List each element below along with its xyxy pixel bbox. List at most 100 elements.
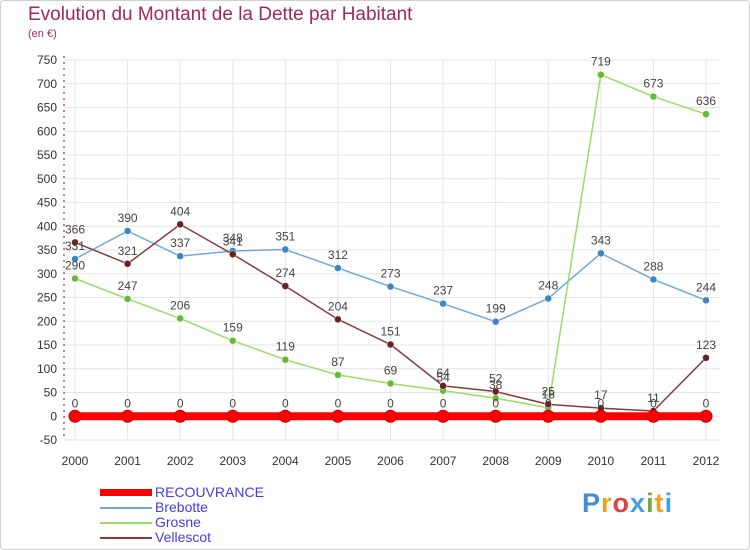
chart-grid [64, 59, 720, 441]
data-label: 337 [170, 236, 190, 250]
data-point [541, 409, 555, 423]
data-point [331, 409, 345, 423]
data-point [544, 400, 552, 409]
data-label: 348 [223, 231, 243, 245]
data-point [121, 409, 135, 423]
data-point [386, 379, 395, 388]
data-label: 54 [436, 371, 450, 385]
chart-subtitle: (en €) [28, 28, 57, 40]
x-tick-label: 2005 [325, 454, 352, 468]
y-tick-label: 550 [37, 148, 57, 162]
chart-series [68, 70, 713, 423]
data-point [176, 220, 184, 229]
chart-data-labels: 0 0 0 0 0 0 0 0 0 0 0 0 0 331 390 337 348 351 312 273 237 199… [65, 55, 716, 411]
data-label: 206 [170, 298, 190, 312]
legend-label: RECOUVRANCE [155, 484, 264, 500]
data-label: 321 [118, 244, 138, 258]
x-tick-label: 2009 [535, 454, 562, 468]
x-tick-label: 2004 [272, 454, 299, 468]
logo-letter: x [630, 488, 647, 518]
data-point [229, 336, 237, 345]
logo-letter: i [664, 488, 674, 518]
data-point [334, 371, 342, 379]
data-point [68, 409, 82, 423]
y-tick-label: 150 [37, 338, 57, 352]
x-tick-label: 2012 [693, 454, 720, 468]
data-point [123, 260, 132, 268]
data-label: 0 [650, 396, 657, 410]
legend-label: Vellescot [155, 529, 212, 545]
data-label: 719 [591, 55, 611, 69]
x-tick-label: 2010 [587, 454, 614, 468]
data-label: 123 [696, 338, 716, 352]
data-point [436, 409, 450, 423]
data-point [439, 299, 447, 308]
data-point [702, 296, 710, 305]
data-point [334, 264, 342, 272]
y-tick-label: -50 [40, 433, 58, 447]
data-label: 673 [643, 77, 663, 91]
data-point [71, 255, 79, 263]
y-tick-label: 450 [37, 196, 57, 210]
data-label: 64 [436, 366, 450, 380]
y-tick-label: 500 [37, 172, 57, 186]
legend-swatch [100, 507, 152, 509]
y-tick-label: 300 [37, 267, 57, 281]
data-point [176, 252, 184, 260]
x-tick-label: 2008 [482, 454, 509, 468]
y-tick-label: 350 [37, 243, 57, 257]
y-tick-label: 0 [50, 409, 57, 423]
y-tick-label: 400 [37, 219, 57, 233]
data-point [173, 409, 187, 423]
data-label: 69 [384, 363, 398, 377]
data-label: 204 [328, 299, 348, 313]
data-point [229, 250, 237, 259]
data-point [544, 294, 552, 303]
data-label: 331 [65, 239, 85, 253]
logo-letter: t [654, 488, 665, 518]
data-point [491, 317, 500, 326]
data-label: 0 [597, 396, 604, 410]
data-label: 0 [492, 396, 499, 410]
data-label: 366 [65, 222, 85, 236]
logo-letter: o [612, 488, 631, 518]
data-label: 18 [542, 388, 556, 402]
data-point [491, 387, 500, 396]
data-point [71, 274, 79, 283]
data-point [597, 249, 605, 258]
data-label: 38 [489, 378, 503, 392]
data-point [649, 275, 658, 284]
x-tick-label: 2000 [62, 454, 89, 468]
data-label: 0 [282, 396, 289, 410]
data-label: 11 [647, 391, 660, 405]
data-point [71, 238, 79, 247]
data-label: 273 [380, 267, 400, 281]
data-label: 151 [380, 325, 400, 339]
y-tick-label: 600 [37, 124, 57, 138]
data-label: 237 [433, 284, 453, 298]
y-tick-label: 50 [44, 386, 58, 400]
data-label: 0 [229, 396, 236, 410]
data-label: 52 [489, 372, 503, 386]
data-point [649, 92, 658, 101]
data-label: 274 [275, 266, 295, 280]
data-point [646, 409, 660, 423]
x-tick-label: 2007 [430, 454, 457, 468]
data-label: 0 [440, 396, 447, 410]
data-label: 390 [118, 211, 138, 225]
x-tick-label: 2002 [167, 454, 194, 468]
data-point [278, 409, 292, 423]
y-tick-label: 750 [37, 53, 57, 67]
data-label: 312 [328, 248, 348, 262]
data-label: 0 [703, 396, 710, 410]
y-tick-label: 650 [37, 101, 57, 115]
logo-letter: r [601, 488, 613, 518]
data-label: 0 [124, 396, 131, 410]
data-point [384, 409, 397, 423]
x-tick-label: 2011 [641, 454, 667, 468]
data-point [123, 227, 132, 235]
data-label: 288 [643, 259, 663, 273]
legend-label: Grosne [155, 514, 201, 530]
data-point [281, 355, 290, 364]
data-label: 0 [177, 396, 184, 410]
